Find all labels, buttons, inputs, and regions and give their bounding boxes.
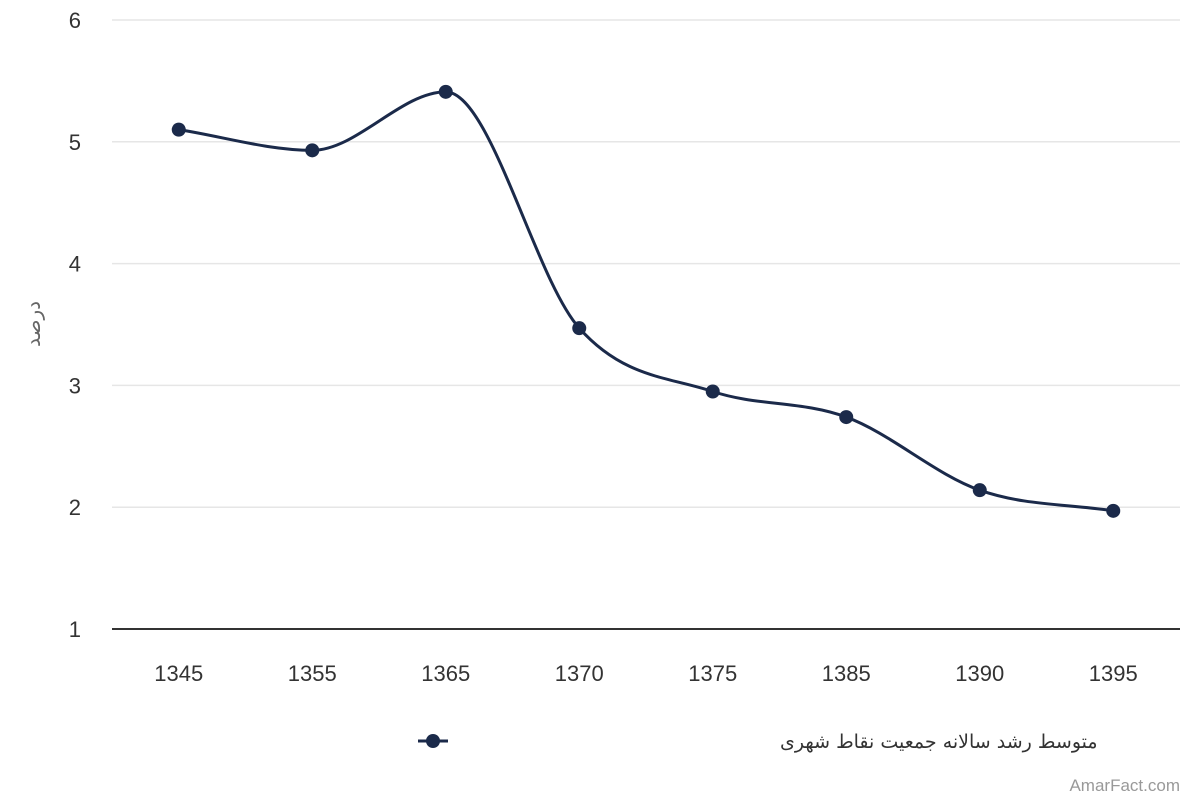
legend-marker-dot — [426, 734, 440, 748]
y-tick-label: 5 — [69, 130, 81, 155]
y-axis-label: درصد — [21, 301, 45, 347]
x-tick-label: 1375 — [688, 661, 737, 686]
x-tick-label: 1385 — [822, 661, 871, 686]
y-tick-label: 6 — [69, 8, 81, 33]
legend[interactable]: متوسط رشد سالانه جمعیت نقاط شهری — [418, 731, 1098, 753]
series-group — [171, 84, 1121, 518]
grid-lines — [112, 19, 1180, 630]
data-point[interactable] — [572, 321, 587, 336]
y-tick-label: 4 — [69, 252, 81, 277]
data-point[interactable] — [438, 84, 453, 99]
x-tick-label: 1390 — [955, 661, 1004, 686]
y-tick-label: 2 — [69, 495, 81, 520]
data-point[interactable] — [972, 483, 987, 498]
data-point[interactable] — [171, 122, 186, 137]
y-tick-labels: 1 2 3 4 5 6 — [69, 8, 81, 642]
data-point[interactable] — [1106, 503, 1121, 518]
x-tick-label: 1365 — [421, 661, 470, 686]
series-line — [177, 90, 1115, 513]
y-tick-label: 3 — [69, 373, 81, 398]
x-tick-labels: 1345 1355 1365 1370 1375 1385 1390 1395 — [154, 661, 1137, 686]
x-tick-label: 1355 — [288, 661, 337, 686]
legend-series-name: متوسط رشد سالانه جمعیت نقاط شهری — [780, 731, 1098, 753]
x-tick-label: 1345 — [154, 661, 203, 686]
data-point[interactable] — [305, 143, 320, 158]
y-tick-label: 1 — [69, 617, 81, 642]
data-point[interactable] — [705, 384, 720, 399]
x-tick-label: 1395 — [1089, 661, 1138, 686]
x-tick-label: 1370 — [555, 661, 604, 686]
credit-text[interactable]: AmarFact.com — [1069, 776, 1180, 795]
data-point[interactable] — [839, 410, 854, 425]
